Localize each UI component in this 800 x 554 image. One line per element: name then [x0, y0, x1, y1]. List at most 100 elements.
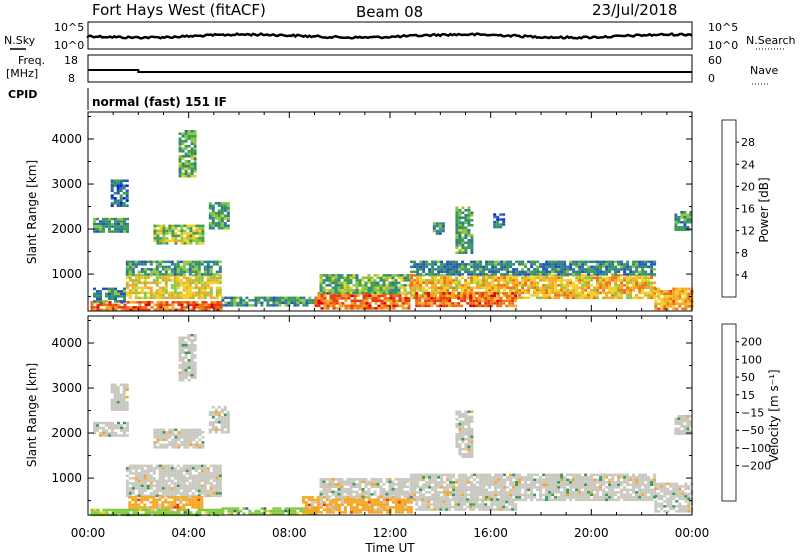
data-cell [319, 495, 323, 499]
data-cell [131, 489, 135, 493]
data-cell [376, 495, 380, 499]
data-cell [313, 506, 317, 509]
data-cell [467, 246, 471, 249]
data-cell [545, 493, 549, 497]
data-cell [181, 167, 185, 170]
data-cell [533, 263, 537, 266]
data-cell [177, 224, 181, 228]
data-cell [566, 473, 570, 477]
data-cell [389, 302, 393, 305]
data-cell [213, 508, 217, 512]
data-cell [401, 307, 405, 310]
data-cell [212, 296, 216, 300]
data-cell [391, 485, 395, 489]
data-cell [470, 491, 474, 494]
data-cell [388, 488, 392, 491]
data-cell [404, 297, 408, 300]
data-cell [99, 227, 102, 231]
data-cell [269, 299, 273, 302]
data-cell [120, 227, 123, 231]
data-cell [281, 299, 285, 302]
data-cell [164, 268, 168, 271]
data-cell [290, 301, 294, 305]
data-cell [242, 299, 246, 302]
data-cell [569, 263, 573, 266]
data-cell [421, 505, 425, 509]
data-cell [158, 291, 162, 295]
data-cell [137, 464, 141, 468]
data-cell [217, 204, 221, 207]
data-cell [473, 263, 477, 266]
data-cell [325, 276, 329, 280]
data-cell [500, 483, 504, 487]
data-cell [605, 286, 609, 290]
data-cell [153, 232, 157, 235]
data-cell [521, 279, 525, 282]
data-cell [131, 284, 135, 287]
data-cell [134, 464, 138, 468]
data-cell [287, 507, 291, 510]
data-cell [146, 498, 150, 502]
data-cell [377, 304, 381, 308]
data-cell [192, 239, 196, 243]
data-cell [623, 276, 627, 280]
data-cell [128, 270, 132, 274]
data-cell [530, 496, 534, 499]
data-cell [509, 286, 513, 290]
data-cell [386, 304, 390, 308]
data-cell [146, 291, 150, 295]
data-cell [296, 512, 300, 515]
data-cell [131, 268, 135, 271]
data-cell [527, 496, 531, 499]
data-cell [263, 507, 267, 510]
data-cell [410, 284, 414, 287]
data-cell [346, 289, 350, 292]
data-cell [209, 265, 213, 269]
data-cell [681, 302, 685, 306]
data-cell [93, 230, 96, 233]
data-cell [337, 284, 341, 287]
data-cell [587, 486, 591, 489]
data-cell [181, 142, 185, 145]
data-cell [452, 481, 456, 484]
data-cell [223, 207, 227, 210]
data-cell [401, 302, 405, 305]
data-cell [189, 234, 193, 238]
data-cell [388, 493, 392, 496]
data-cell [198, 227, 202, 230]
data-cell [566, 488, 570, 492]
data-cell [174, 227, 178, 230]
data-cell [557, 473, 561, 477]
data-cell [278, 301, 282, 305]
data-cell [442, 304, 446, 308]
data-cell [195, 224, 199, 228]
data-cell [554, 296, 558, 300]
data-cell [164, 284, 168, 287]
data-cell [328, 498, 332, 502]
data-cell [218, 260, 222, 264]
data-cell [551, 296, 555, 300]
data-cell [355, 511, 359, 514]
data-cell [140, 291, 144, 295]
data-cell [370, 503, 374, 507]
data-cell [687, 292, 691, 296]
data-cell [455, 493, 459, 497]
data-cell [301, 498, 305, 502]
data-cell [593, 268, 597, 271]
data-cell [158, 506, 162, 509]
data-cell [328, 488, 332, 491]
data-cell [188, 279, 192, 282]
data-cell [185, 489, 189, 493]
power-data-layer [90, 130, 694, 312]
data-cell [448, 304, 452, 308]
data-cell [644, 279, 648, 282]
data-cell [138, 308, 142, 312]
data-cell [220, 202, 224, 205]
freq-label: Freq. [18, 54, 45, 67]
data-cell [325, 483, 329, 486]
data-cell [159, 508, 163, 512]
data-cell [155, 268, 159, 271]
data-cell [367, 495, 371, 499]
data-cell [162, 227, 166, 230]
